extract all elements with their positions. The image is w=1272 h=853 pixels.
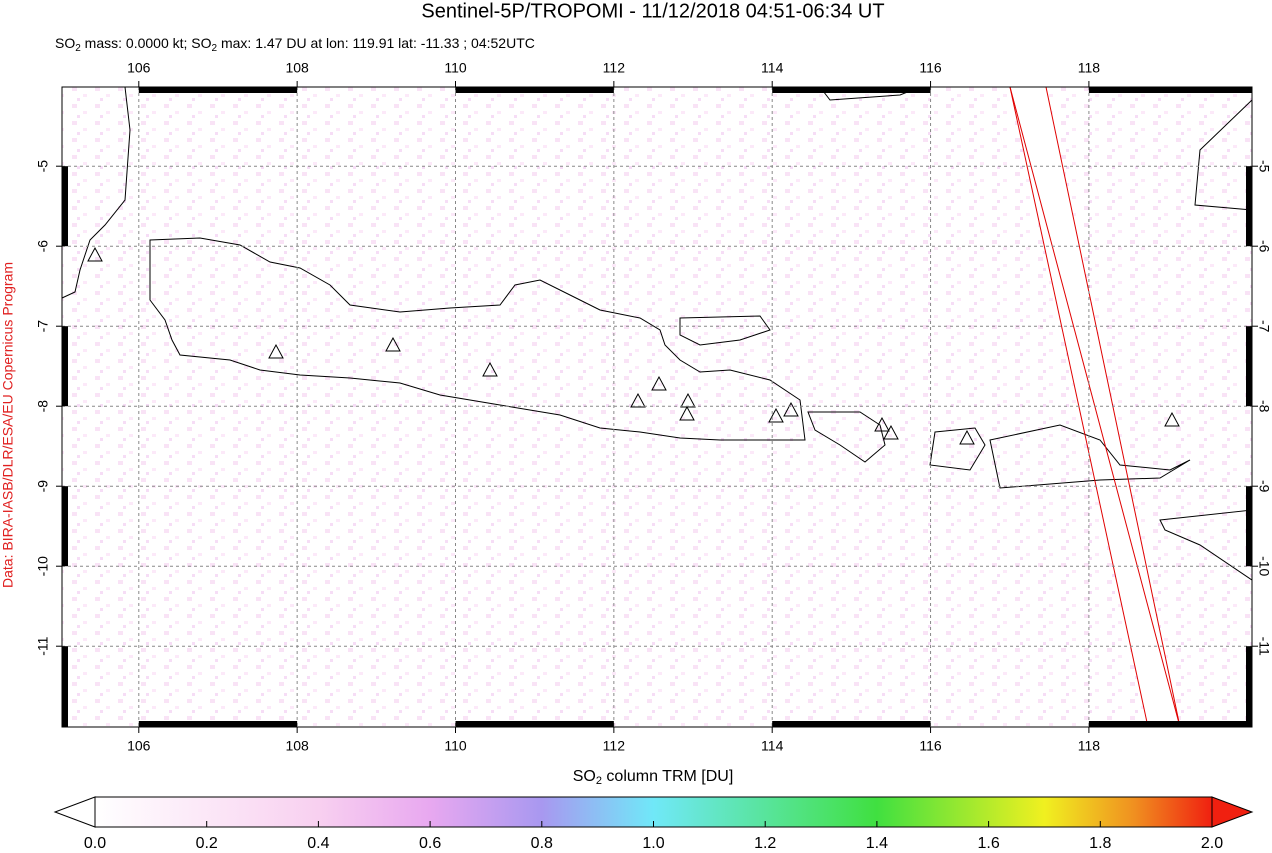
- colorbar-tick-label: 1.0: [642, 835, 664, 852]
- subtitle-part: SO: [55, 35, 75, 51]
- swath-edge: [1045, 86, 1181, 728]
- swath-edge: [1009, 86, 1181, 728]
- y-tick-label: -7: [35, 320, 51, 333]
- y-tick-label: -9: [1256, 480, 1272, 493]
- y-tick-label: -10: [35, 556, 51, 576]
- y-tick-label: -6: [35, 240, 51, 253]
- x-tick-label: 118: [1078, 738, 1101, 754]
- x-tick-label: 108: [285, 738, 309, 754]
- frame-band: [62, 486, 68, 567]
- colorbar-tick-label: 1.8: [1089, 835, 1111, 852]
- frame-band: [455, 721, 614, 727]
- y-tick-label: -6: [1256, 240, 1272, 253]
- frame-band: [1246, 646, 1252, 727]
- colorbar-tick-label: 0.2: [196, 835, 218, 852]
- subtitle: SO2 mass: 0.0000 kt; SO2 max: 1.47 DU at…: [55, 35, 535, 54]
- colorbar-tick-label: 0.0: [84, 835, 106, 852]
- frame-band: [1246, 486, 1252, 567]
- colorbar-tick-label: 0.6: [419, 835, 441, 852]
- x-tick-label: 106: [127, 738, 151, 754]
- frame-band: [138, 721, 298, 727]
- colorbar-tick-label: 1.6: [977, 835, 999, 852]
- coastline: [807, 411, 886, 463]
- y-tick-label: -11: [35, 636, 51, 655]
- x-tick-label: 116: [919, 738, 942, 754]
- frame-band: [1246, 326, 1252, 407]
- colorbar-over: [1211, 796, 1254, 828]
- y-tick-label: -5: [1256, 160, 1272, 173]
- frame-band: [1246, 166, 1252, 247]
- credit: Data: BIRA-IASB/DLR/ESA/EU Copernicus Pr…: [0, 262, 16, 588]
- y-tick-label: -10: [1256, 556, 1272, 576]
- frame-band: [1088, 87, 1252, 93]
- frame-band: [772, 721, 931, 727]
- y-tick-label: -8: [35, 400, 51, 413]
- volcano: [87, 246, 1180, 445]
- frame-band: [1088, 721, 1252, 727]
- x-tick-label: 118: [1078, 60, 1101, 76]
- coastline: [61, 86, 131, 299]
- coastline: [679, 315, 771, 346]
- x-tick-label: 106: [127, 60, 151, 76]
- frame-band: [62, 646, 68, 727]
- colorbar-label-part: 2: [596, 775, 602, 787]
- colorbar-tick-label: 2.0: [1201, 835, 1223, 852]
- colorbar-tick-label: 0.4: [307, 835, 329, 852]
- x-tick-label: 116: [919, 60, 942, 76]
- y-tick-label: -9: [35, 480, 51, 493]
- y-tick-label: -11: [1256, 637, 1272, 656]
- colorbar-under: [53, 796, 96, 828]
- x-tick-label: 110: [444, 738, 467, 754]
- x-tick-label: 112: [603, 60, 626, 76]
- subtitle-part: mass: 0.0000 kt; SO: [81, 35, 212, 51]
- frame-band: [455, 87, 614, 93]
- x-tick-label: 114: [761, 738, 784, 754]
- map-speckle: [62, 87, 1252, 727]
- frame-band: [62, 326, 68, 407]
- frame-band: [772, 87, 931, 93]
- coastline: [1194, 99, 1253, 211]
- swath-edge: [1009, 86, 1149, 728]
- colorbar-tick-label: 0.8: [531, 835, 553, 852]
- x-tick-label: 114: [761, 60, 784, 76]
- y-tick-label: -8: [1256, 400, 1272, 413]
- colorbar-tick-label: 1.2: [754, 835, 776, 852]
- colorbar-label-part: SO: [573, 768, 596, 785]
- volcanoes: [87, 246, 1180, 445]
- map: [61, 86, 1253, 728]
- map-frame: [61, 86, 1253, 728]
- coastline: [149, 237, 806, 441]
- x-tick-label: 108: [285, 60, 309, 76]
- colorbar-label: SO2 column TRM [DU]: [573, 768, 734, 787]
- y-tick-label: -5: [35, 160, 51, 173]
- subtitle-part: max: 1.47 DU at lon: 119.91 lat: -11.33 …: [217, 35, 535, 51]
- coastline: [1159, 509, 1253, 581]
- subtitle-part: 2: [75, 43, 81, 54]
- x-tick-label: 112: [603, 738, 626, 754]
- colorbar-tick-label: 1.4: [866, 835, 888, 852]
- x-tick-label: 110: [444, 60, 467, 76]
- y-tick-label: -7: [1256, 320, 1272, 333]
- coastline: [989, 424, 1191, 489]
- subtitle-part: 2: [212, 43, 218, 54]
- frame-band: [138, 87, 298, 93]
- colorbar-label-part: column TRM [DU]: [602, 768, 733, 785]
- title: Sentinel-5P/TROPOMI - 11/12/2018 04:51-0…: [421, 0, 884, 22]
- frame-band: [62, 166, 68, 247]
